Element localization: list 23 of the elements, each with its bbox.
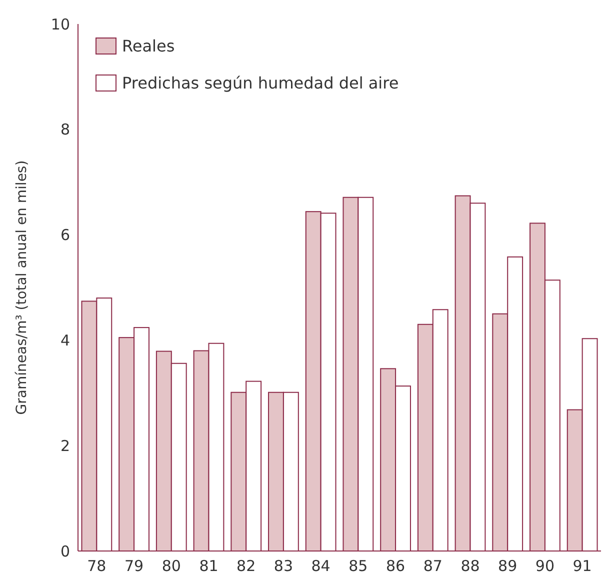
x-tick-label: 81 (199, 557, 218, 575)
x-tick-label: 86 (386, 557, 406, 575)
x-tick-label: 84 (311, 557, 330, 575)
x-tick-label: 78 (87, 557, 106, 575)
x-tick-label: 88 (460, 557, 480, 575)
x-tick-label: 91 (572, 557, 592, 575)
y-axis-title: Gramíneas/m³ (total anual en miles) (14, 160, 30, 415)
y-tick-label: 0 (60, 542, 70, 560)
y-tick-label: 8 (60, 120, 70, 139)
x-tick-label: 90 (535, 557, 555, 575)
x-tick-label: 79 (124, 557, 144, 575)
x-tick-label: 89 (498, 557, 518, 575)
y-tick-label: 4 (60, 331, 70, 350)
x-tick-label: 87 (423, 557, 442, 575)
legend-label: Reales (122, 36, 175, 56)
x-tick-label: 80 (162, 557, 181, 575)
x-tick-label: 83 (274, 557, 294, 575)
x-tick-label: 85 (348, 557, 368, 575)
y-tick-label: 10 (50, 15, 70, 34)
x-tick-label: 82 (236, 557, 256, 575)
y-tick-label: 2 (60, 436, 70, 455)
legend-label: Predichas según humedad del aire (122, 74, 399, 93)
y-tick-label: 6 (60, 226, 70, 244)
